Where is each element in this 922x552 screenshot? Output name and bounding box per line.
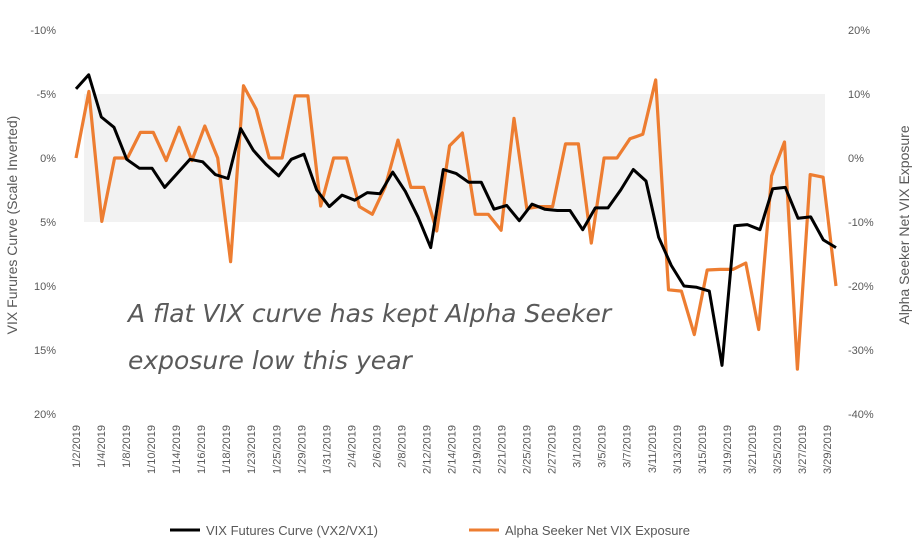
left-tick-label: -5% — [36, 89, 56, 101]
x-tick-label: 3/29/2019 — [822, 425, 834, 474]
x-tick-label: 1/2/2019 — [71, 425, 83, 468]
series-lines — [74, 73, 838, 371]
x-tick-label: 2/25/2019 — [522, 425, 534, 474]
x-tick-label: 3/21/2019 — [747, 425, 759, 474]
x-tick-label: 1/4/2019 — [96, 425, 108, 468]
x-tick-label: 1/31/2019 — [321, 425, 333, 474]
left-tick-label: -10% — [30, 25, 56, 37]
x-tick-label: 3/25/2019 — [772, 425, 784, 474]
x-tick-label: 3/11/2019 — [647, 425, 659, 473]
x-tick-label: 3/1/2019 — [572, 425, 584, 468]
x-tick-label: 1/16/2019 — [196, 425, 208, 474]
left-tick-label: 20% — [34, 409, 56, 421]
x-tick-label: 3/13/2019 — [672, 425, 684, 474]
x-tick-label: 1/29/2019 — [296, 425, 308, 474]
right-tick-label: 20% — [848, 25, 870, 37]
x-tick-label: 1/8/2019 — [121, 425, 133, 468]
x-axis-tick-labels: 1/2/2019 1/4/2019 1/8/2019 1/10/2019 1/14/20… — [71, 425, 834, 474]
legend-label-vix-curve: VIX Futures Curve (VX2/VX1) — [206, 523, 378, 538]
legend-label-net-exposure: Alpha Seeker Net VIX Exposure — [505, 523, 690, 538]
x-tick-label: 1/25/2019 — [271, 425, 283, 474]
right-tick-label: -40% — [848, 409, 874, 421]
left-tick-label: 10% — [34, 281, 56, 293]
x-tick-label: 3/27/2019 — [797, 425, 809, 474]
x-tick-label: 3/15/2019 — [697, 425, 709, 474]
left-tick-label: 0% — [40, 153, 56, 165]
left-axis-ticks: -10% -5% 0% 5% 10% 15% 20% — [30, 25, 56, 421]
net-exposure-line — [74, 78, 838, 371]
left-tick-label: 15% — [34, 345, 56, 357]
x-tick-label: 2/27/2019 — [547, 425, 559, 474]
x-tick-label: 1/14/2019 — [171, 425, 183, 474]
plot-band — [84, 94, 825, 222]
right-tick-label: -10% — [848, 217, 874, 229]
vix-curve-line — [74, 73, 837, 367]
right-axis-title: Alpha Seeker Net VIX Exposure — [896, 125, 912, 324]
right-tick-label: -30% — [848, 345, 874, 357]
left-axis-title: VIX Furures Curve (Scale Inverted) — [4, 116, 20, 335]
x-tick-label: 1/23/2019 — [246, 425, 258, 474]
x-tick-label: 2/21/2019 — [497, 425, 509, 474]
x-tick-label: 2/14/2019 — [447, 425, 459, 474]
x-tick-label: 2/19/2019 — [472, 425, 484, 474]
x-tick-label: 1/10/2019 — [146, 425, 158, 474]
x-tick-label: 3/5/2019 — [597, 425, 609, 468]
x-tick-label: 3/7/2019 — [622, 425, 634, 468]
x-tick-label: 2/12/2019 — [422, 425, 434, 474]
x-tick-label: 3/19/2019 — [722, 425, 734, 474]
chart-annotation: A flat VIX curve has kept Alpha Seeker e… — [128, 299, 612, 375]
right-tick-label: 0% — [848, 153, 864, 165]
x-tick-label: 2/8/2019 — [396, 425, 408, 468]
right-axis-ticks: 20% 10% 0% -10% -20% -30% -40% — [848, 25, 874, 421]
legend: VIX Futures Curve (VX2/VX1) Alpha Seeker… — [170, 523, 690, 538]
x-tick-label: 2/4/2019 — [346, 425, 358, 468]
right-tick-label: 10% — [848, 89, 870, 101]
left-tick-label: 5% — [40, 217, 56, 229]
x-tick-label: 1/18/2019 — [221, 425, 233, 474]
right-tick-label: -20% — [848, 281, 874, 293]
x-tick-label: 2/6/2019 — [371, 425, 383, 468]
